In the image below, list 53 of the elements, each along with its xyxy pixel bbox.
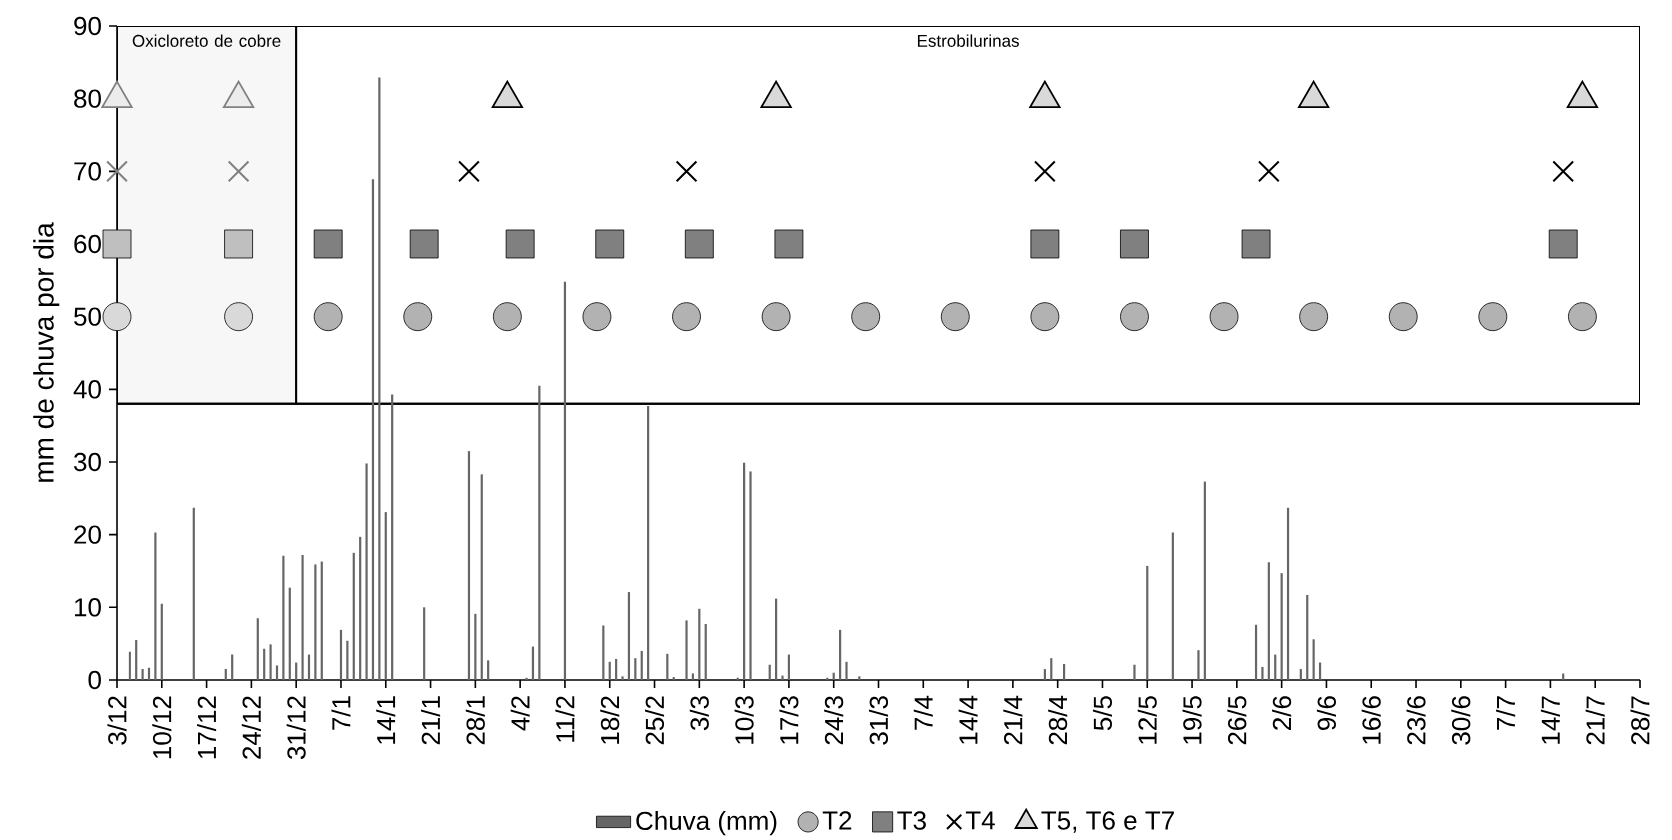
- x-tick-label: 30/6: [1451, 696, 1471, 745]
- x-tick-label: 7/1: [331, 696, 351, 730]
- x-tick-label: 19/5: [1182, 696, 1202, 744]
- x-tick-label: 9/6: [1316, 696, 1336, 730]
- x-tick-label: 2/6: [1272, 696, 1292, 730]
- legend-label: T5, T6 e T7: [1041, 811, 1174, 833]
- x-tick-label: 26/5: [1227, 696, 1247, 745]
- band-label: Estrobilurinas: [917, 34, 1019, 47]
- x-tick-label: 5/5: [1092, 696, 1113, 731]
- x-tick-label: 3/12: [107, 696, 127, 745]
- x-tick-label: 24/3: [824, 696, 844, 745]
- y-tick-label: 40: [73, 380, 101, 399]
- x-tick-label: 11/2: [555, 696, 575, 742]
- y-tick-label: 30: [74, 452, 101, 472]
- x-tick-label: 12/5: [1137, 696, 1157, 744]
- legend-label: T2: [822, 811, 852, 830]
- x-tick-label: 7/4: [913, 695, 933, 730]
- y-tick-label: 60: [74, 234, 101, 254]
- y-tick-label: 90: [74, 16, 101, 36]
- legend-label: T3: [897, 811, 926, 830]
- x-tick-label: 17/3: [779, 696, 799, 744]
- x-tick-label: 16/6: [1361, 696, 1381, 744]
- x-tick-label: 28/4: [1048, 695, 1068, 745]
- x-tick-label: 21/4: [1003, 695, 1023, 745]
- x-tick-label: 14/4: [958, 695, 978, 744]
- x-tick-label: 31/12: [286, 696, 306, 760]
- legend-label: Chuva (mm): [636, 810, 777, 836]
- x-tick-label: 24/12: [241, 696, 261, 759]
- x-tick-label: 31/3: [868, 696, 889, 745]
- x-tick-label: 25/2: [644, 696, 665, 745]
- x-tick-label: 4/2: [510, 696, 530, 731]
- x-tick-label: 21/7: [1585, 696, 1605, 745]
- legend-label: T4: [965, 811, 995, 830]
- y-axis-title: mm de chuva por dia: [33, 222, 60, 482]
- x-tick-label: 17/12: [197, 696, 217, 759]
- x-tick-label: 14/7: [1540, 696, 1560, 744]
- y-tick-label: 10: [75, 598, 101, 617]
- y-tick-label: 80: [74, 89, 101, 108]
- x-tick-label: 10/3: [734, 696, 754, 744]
- x-tick-label: 7/7: [1496, 696, 1516, 730]
- y-tick-label: 20: [74, 525, 101, 544]
- band-label: Oxicloreto de cobre: [132, 34, 281, 47]
- x-tick-label: 18/2: [600, 696, 620, 744]
- y-tick-label: 70: [74, 162, 101, 181]
- x-tick-label: 21/1: [421, 696, 441, 745]
- x-tick-label: 28/1: [465, 696, 485, 745]
- x-tick-label: 3/3: [689, 696, 709, 731]
- x-tick-label: 14/1: [376, 696, 396, 744]
- x-tick-label: 10/12: [152, 696, 172, 759]
- y-tick-label: 0: [88, 670, 101, 690]
- y-tick-label: 50: [74, 307, 101, 326]
- x-tick-label: 28/7: [1630, 696, 1650, 745]
- x-tick-label: 23/6: [1406, 696, 1426, 745]
